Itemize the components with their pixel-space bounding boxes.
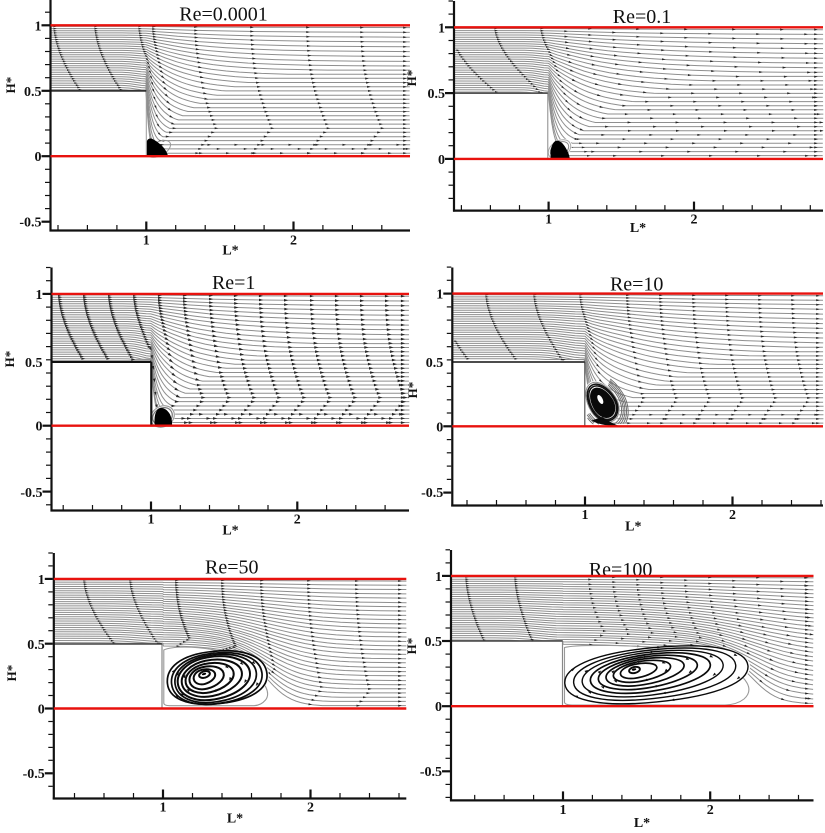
svg-text:Re=0.1: Re=0.1 xyxy=(613,6,672,28)
svg-text:1: 1 xyxy=(35,19,42,34)
svg-text:0: 0 xyxy=(36,420,43,435)
svg-text:2: 2 xyxy=(307,801,314,816)
svg-text:-0.5: -0.5 xyxy=(420,765,442,780)
svg-text:Re=0.0001: Re=0.0001 xyxy=(179,4,268,26)
svg-text:L*: L* xyxy=(222,244,238,259)
svg-text:L*: L* xyxy=(227,812,243,827)
svg-text:H*: H* xyxy=(4,665,19,682)
svg-text:1: 1 xyxy=(560,803,567,818)
svg-text:0: 0 xyxy=(436,420,443,435)
svg-text:H*: H* xyxy=(2,351,17,368)
svg-text:H*: H* xyxy=(3,77,18,94)
svg-text:2: 2 xyxy=(729,508,736,523)
svg-text:2: 2 xyxy=(707,803,714,818)
svg-text:0: 0 xyxy=(35,150,42,165)
svg-text:1: 1 xyxy=(38,573,45,588)
svg-text:0: 0 xyxy=(435,700,442,715)
svg-text:1: 1 xyxy=(436,288,443,303)
svg-text:-0.5: -0.5 xyxy=(23,767,45,782)
svg-text:L*: L* xyxy=(625,520,641,535)
svg-text:1: 1 xyxy=(435,570,442,585)
svg-text:H*: H* xyxy=(404,638,419,655)
svg-text:L*: L* xyxy=(634,816,650,828)
svg-text:-0.5: -0.5 xyxy=(20,486,42,501)
svg-text:2: 2 xyxy=(290,234,297,249)
svg-text:0.5: 0.5 xyxy=(428,87,446,102)
svg-text:L*: L* xyxy=(222,524,238,539)
svg-text:-0.5: -0.5 xyxy=(19,216,41,231)
svg-text:1: 1 xyxy=(438,21,445,36)
svg-text:Re=100: Re=100 xyxy=(589,559,653,581)
svg-text:1: 1 xyxy=(545,213,552,228)
svg-text:0.5: 0.5 xyxy=(27,638,45,653)
svg-text:L*: L* xyxy=(630,221,646,236)
svg-text:H*: H* xyxy=(404,70,419,87)
svg-text:Re=1: Re=1 xyxy=(212,272,256,294)
svg-text:1: 1 xyxy=(36,288,43,303)
svg-text:0: 0 xyxy=(38,703,45,718)
svg-text:1: 1 xyxy=(148,513,155,528)
svg-text:0.5: 0.5 xyxy=(425,635,443,650)
svg-text:0.5: 0.5 xyxy=(24,85,42,100)
svg-text:H*: H* xyxy=(405,382,420,399)
svg-text:Re=10: Re=10 xyxy=(610,273,664,295)
svg-text:-0.5: -0.5 xyxy=(421,486,443,501)
svg-text:2: 2 xyxy=(294,513,301,528)
svg-text:0.5: 0.5 xyxy=(25,356,43,371)
svg-text:1: 1 xyxy=(582,508,589,523)
svg-text:Re=50: Re=50 xyxy=(205,557,259,579)
svg-text:0.5: 0.5 xyxy=(426,356,444,371)
svg-text:1: 1 xyxy=(143,234,150,249)
svg-text:1: 1 xyxy=(160,801,167,816)
svg-text:0: 0 xyxy=(438,153,445,168)
svg-text:2: 2 xyxy=(691,213,698,228)
